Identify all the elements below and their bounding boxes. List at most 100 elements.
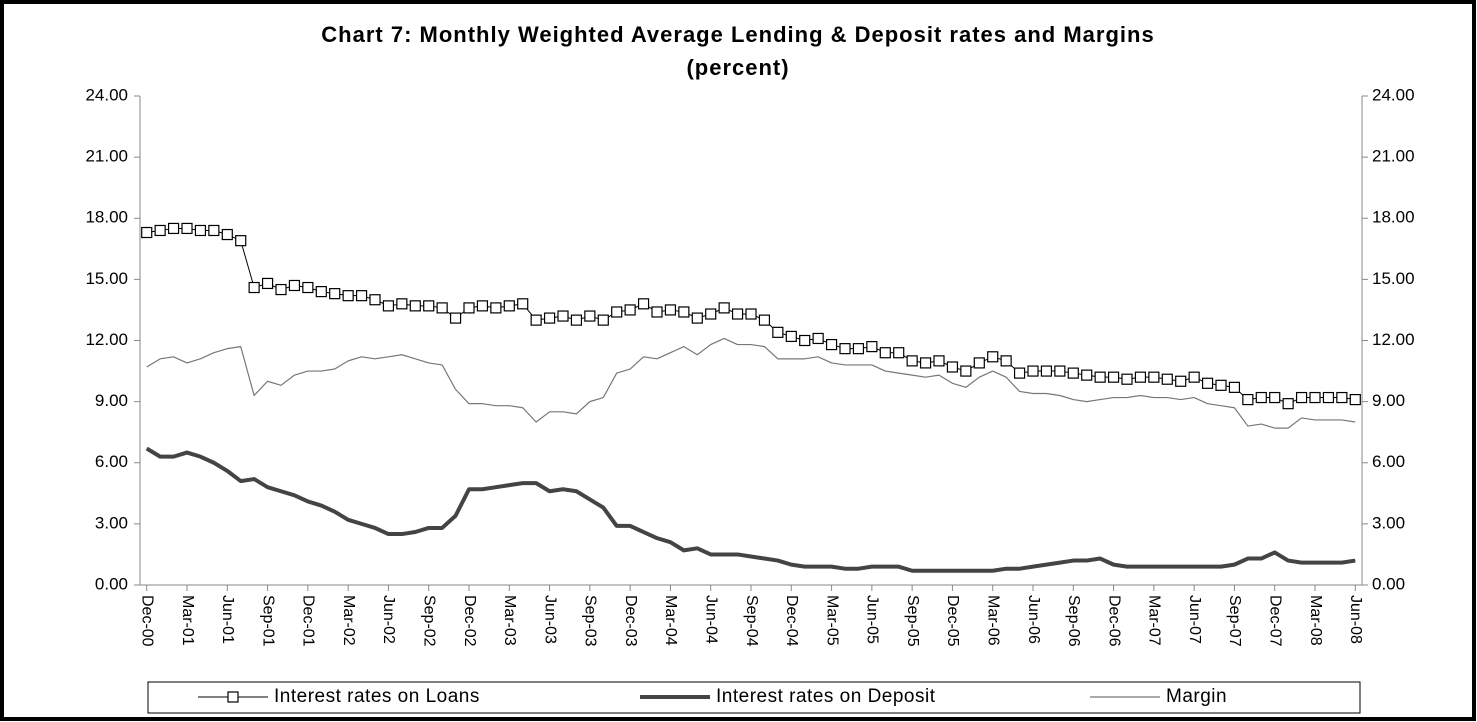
data-marker xyxy=(866,341,878,353)
series-line xyxy=(146,337,1356,429)
data-marker xyxy=(1228,381,1241,393)
x-tick-label: Mar-08 xyxy=(1307,595,1324,646)
data-marker xyxy=(1322,391,1335,404)
data-marker xyxy=(1027,365,1039,377)
y-tick-label: 9.00 xyxy=(95,391,128,410)
data-marker xyxy=(1081,369,1093,381)
data-marker xyxy=(1242,393,1254,406)
x-tick-label: Jun-03 xyxy=(541,595,558,644)
data-marker xyxy=(651,306,663,318)
data-marker xyxy=(597,314,609,326)
data-marker xyxy=(825,338,838,351)
data-marker xyxy=(355,290,368,302)
x-tick-label: Jun-04 xyxy=(702,595,719,644)
x-tick-label: Sep-07 xyxy=(1226,595,1243,647)
data-marker xyxy=(1309,391,1321,404)
y2-tick-label: 6.00 xyxy=(1372,452,1405,471)
data-marker xyxy=(1215,379,1227,391)
y-tick-label: 18.00 xyxy=(85,208,128,227)
data-marker xyxy=(1013,367,1026,379)
data-marker xyxy=(973,357,985,369)
chart-title: Chart 7: Monthly Weighted Average Lendin… xyxy=(321,22,1154,47)
x-tick-label: Mar-05 xyxy=(823,595,840,646)
data-marker xyxy=(1121,373,1133,385)
x-tick-label: Mar-02 xyxy=(340,595,357,646)
data-marker xyxy=(718,302,730,314)
y-tick-label: 24.00 xyxy=(85,85,128,104)
data-marker xyxy=(637,298,650,310)
y2-tick-label: 9.00 xyxy=(1372,391,1405,410)
x-tick-label: Jun-01 xyxy=(219,595,236,644)
y-tick-label: 0.00 xyxy=(95,574,128,593)
x-tick-label: Dec-05 xyxy=(944,595,961,647)
x-tick-label: Mar-07 xyxy=(1146,595,1163,646)
data-marker xyxy=(1269,391,1281,404)
data-marker xyxy=(181,222,193,235)
data-marker xyxy=(570,314,583,326)
x-tick-label: Mar-06 xyxy=(984,595,1001,646)
data-marker xyxy=(1054,365,1066,377)
data-marker xyxy=(705,308,717,320)
y-tick-label: 6.00 xyxy=(95,452,128,471)
x-tick-label: Dec-03 xyxy=(622,595,639,647)
data-marker xyxy=(342,290,354,302)
x-tick-label: Mar-01 xyxy=(179,595,196,646)
data-marker xyxy=(1040,365,1053,377)
data-marker xyxy=(530,314,542,326)
data-marker xyxy=(449,312,462,324)
x-tick-label: Jun-07 xyxy=(1186,595,1203,644)
x-tick-label: Sep-03 xyxy=(582,595,599,647)
data-marker xyxy=(1201,377,1214,389)
data-marker xyxy=(1148,371,1160,383)
x-tick-label: Jun-02 xyxy=(380,595,397,644)
x-tick-label: Dec-07 xyxy=(1266,595,1283,647)
y-tick-label: 3.00 xyxy=(95,513,128,532)
x-tick-label: Dec-02 xyxy=(461,595,478,647)
chart-subtitle: (percent) xyxy=(686,55,789,80)
data-marker xyxy=(167,222,180,235)
x-tick-label: Jun-06 xyxy=(1025,595,1042,644)
data-marker xyxy=(1134,371,1147,383)
data-marker xyxy=(154,224,166,237)
legend-label: Interest rates on Deposit xyxy=(716,686,936,707)
x-tick-label: Dec-04 xyxy=(783,595,800,647)
x-tick-label: Sep-06 xyxy=(1065,595,1082,647)
data-marker xyxy=(476,300,489,312)
x-tick-label: Sep-02 xyxy=(420,595,437,647)
data-marker xyxy=(946,361,959,373)
y-tick-label: 21.00 xyxy=(85,147,128,166)
data-marker xyxy=(1255,391,1267,404)
data-marker xyxy=(315,286,327,298)
data-marker xyxy=(584,310,596,322)
y2-tick-label: 21.00 xyxy=(1372,147,1415,166)
data-marker xyxy=(799,334,811,347)
data-marker xyxy=(785,330,797,343)
data-marker xyxy=(772,326,784,338)
legend-label: Margin xyxy=(1166,686,1227,707)
data-marker xyxy=(302,281,314,294)
data-marker xyxy=(141,226,153,239)
data-marker xyxy=(987,351,999,363)
data-marker xyxy=(208,224,220,237)
data-marker xyxy=(1067,367,1079,379)
data-marker xyxy=(745,308,757,320)
y2-tick-label: 3.00 xyxy=(1372,513,1405,532)
data-marker xyxy=(839,343,851,355)
data-marker xyxy=(194,224,207,237)
y2-tick-label: 18.00 xyxy=(1372,208,1415,227)
data-marker xyxy=(933,355,945,367)
y2-tick-label: 0.00 xyxy=(1372,574,1405,593)
x-tick-label: Jun-05 xyxy=(864,595,881,644)
y2-tick-label: 15.00 xyxy=(1372,269,1415,288)
data-marker xyxy=(919,357,932,369)
legend-marker xyxy=(227,691,239,703)
x-tick-label: Sep-01 xyxy=(259,595,276,647)
data-marker xyxy=(423,300,435,312)
data-marker xyxy=(893,347,905,359)
data-marker xyxy=(288,279,301,292)
data-marker xyxy=(1000,355,1012,367)
data-marker xyxy=(490,302,502,314)
data-marker xyxy=(624,304,636,316)
data-marker xyxy=(664,304,677,316)
